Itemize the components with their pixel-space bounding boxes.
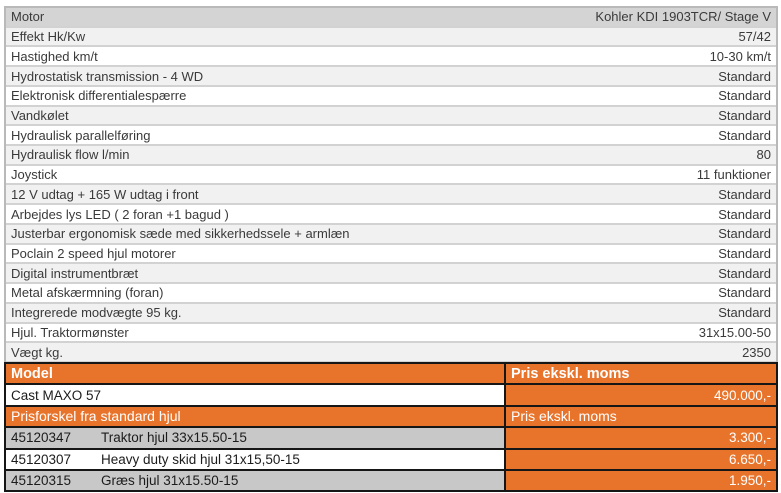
spec-label: Justerbar ergonomisk sæde med sikkerheds… [11,226,350,242]
wheel-price: 3.300,- [504,428,776,448]
spec-label: Vægt kg. [11,344,64,360]
spec-value: 57/42 [738,29,771,45]
price-table: Model Pris ekskl. moms Cast MAXO 57 490.… [4,362,778,493]
price-header-label: Pris ekskl. moms [504,364,776,384]
spec-row-hastighed: Hastighed km/t 10-30 km/t [6,47,776,68]
spec-row-modvaegte: Integrerede modvægte 95 kg. Standard [6,303,776,324]
spec-value: 80 [756,147,771,163]
spec-row-differentiale: Elektronisk differentialespærre Standard [6,86,776,107]
wheel-description: 45120347 Traktor hjul 33x15.50-15 [6,428,504,448]
spec-value: Standard [718,127,771,143]
spec-label: Motor [11,9,45,25]
model-name: Cast MAXO 57 [6,385,504,405]
spec-row-poclain: Poclain 2 speed hjul motorer Standard [6,244,776,265]
spec-value: 31x15.00-50 [698,324,771,340]
wheel-price: 6.650,- [504,449,776,469]
price-header-label: Pris ekskl. moms [504,406,776,427]
spec-value: Standard [718,68,771,84]
spec-value: Standard [718,107,771,123]
spec-table: Motor Kohler KDI 1903TCR/ Stage V Effekt… [4,6,778,363]
wheel-name: Heavy duty skid hjul 31x15,50-15 [101,451,300,467]
spec-label: Joystick [11,167,58,183]
spec-label: 12 V udtag + 165 W udtag i front [11,186,199,202]
model-price: 490.000,- [504,385,776,405]
price-header-model: Model Pris ekskl. moms [6,364,776,386]
spec-label: Poclain 2 speed hjul motorer [11,245,176,261]
spec-row-flow: Hydraulisk flow l/min 80 [6,146,776,166]
spec-row-vandkoelet: Vandkølet Standard [6,106,776,127]
model-row: Cast MAXO 57 490.000,- [6,385,776,407]
spec-row-vaegt: Vægt kg. 2350 [6,343,776,363]
wheel-row: 45120347 Traktor hjul 33x15.50-15 3.300,… [6,428,776,450]
spec-label: Hydrostatisk transmission - 4 WD [11,68,204,84]
spec-value: Standard [718,88,771,104]
wheel-price: 1.950,- [504,470,776,491]
spec-row-instrumentbraet: Digital instrumentbræt Standard [6,264,776,285]
spec-label: Hydraulisk flow l/min [11,147,130,163]
spec-label: Integrerede modvægte 95 kg. [11,305,182,321]
spec-value: Standard [718,245,771,261]
spec-label: Arbejdes lys LED ( 2 foran +1 bagud ) [11,206,229,222]
spec-label: Hjul. Traktormønster [11,324,129,340]
spec-label: Effekt Hk/Kw [11,29,86,45]
spec-row-transmission: Hydrostatisk transmission - 4 WD Standar… [6,67,776,87]
spec-label: Elektronisk differentialespærre [11,88,187,104]
spec-row-joystick: Joystick 11 funktioner [6,165,776,186]
spec-row-motor: Motor Kohler KDI 1903TCR/ Stage V [6,8,776,28]
spec-label: Digital instrumentbræt [11,265,139,281]
spec-label: Hastighed km/t [11,48,98,64]
wheel-header-label: Prisforskel fra standard hjul [6,406,504,427]
spec-row-saede: Justerbar ergonomisk sæde med sikkerheds… [6,224,776,245]
wheel-description: 45120307 Heavy duty skid hjul 31x15,50-1… [6,449,504,469]
spec-row-arbejdslys: Arbejdes lys LED ( 2 foran +1 bagud ) St… [6,205,776,225]
spec-value: Standard [718,305,771,321]
spec-value: Standard [718,285,771,301]
model-header-label: Model [6,364,504,384]
spec-label: Metal afskærmning (foran) [11,285,164,301]
spec-row-udtag: 12 V udtag + 165 W udtag i front Standar… [6,185,776,206]
spec-label: Hydraulisk parallelføring [11,127,151,143]
spec-value: Standard [718,265,771,281]
spec-value: Standard [718,186,771,202]
wheel-row: 45120307 Heavy duty skid hjul 31x15,50-1… [6,449,776,471]
spec-row-afskaermning: Metal afskærmning (foran) Standard [6,284,776,304]
spec-value: 2350 [742,344,771,360]
spec-value: Kohler KDI 1903TCR/ Stage V [595,9,771,25]
spec-row-effekt: Effekt Hk/Kw 57/42 [6,27,776,48]
spec-value: Standard [718,226,771,242]
spec-row-parallelfoering: Hydraulisk parallelføring Standard [6,126,776,147]
wheel-description: 45120315 Græs hjul 31x15.50-15 [6,470,504,491]
wheel-part-number: 45120347 [11,430,72,446]
wheel-part-number: 45120307 [11,451,72,467]
wheel-row: 45120315 Græs hjul 31x15.50-15 1.950,- [6,470,776,493]
spec-value: Standard [718,206,771,222]
wheel-part-number: 45120315 [11,473,72,489]
spec-value: 11 funktioner [696,167,771,183]
spec-label: Vandkølet [11,107,69,123]
spec-row-hjul: Hjul. Traktormønster 31x15.00-50 [6,323,776,344]
price-header-wheels: Prisforskel fra standard hjul Pris ekskl… [6,406,776,429]
spec-value: 10-30 km/t [709,48,771,64]
wheel-name: Græs hjul 31x15.50-15 [101,473,239,489]
wheel-name: Traktor hjul 33x15.50-15 [101,430,247,446]
